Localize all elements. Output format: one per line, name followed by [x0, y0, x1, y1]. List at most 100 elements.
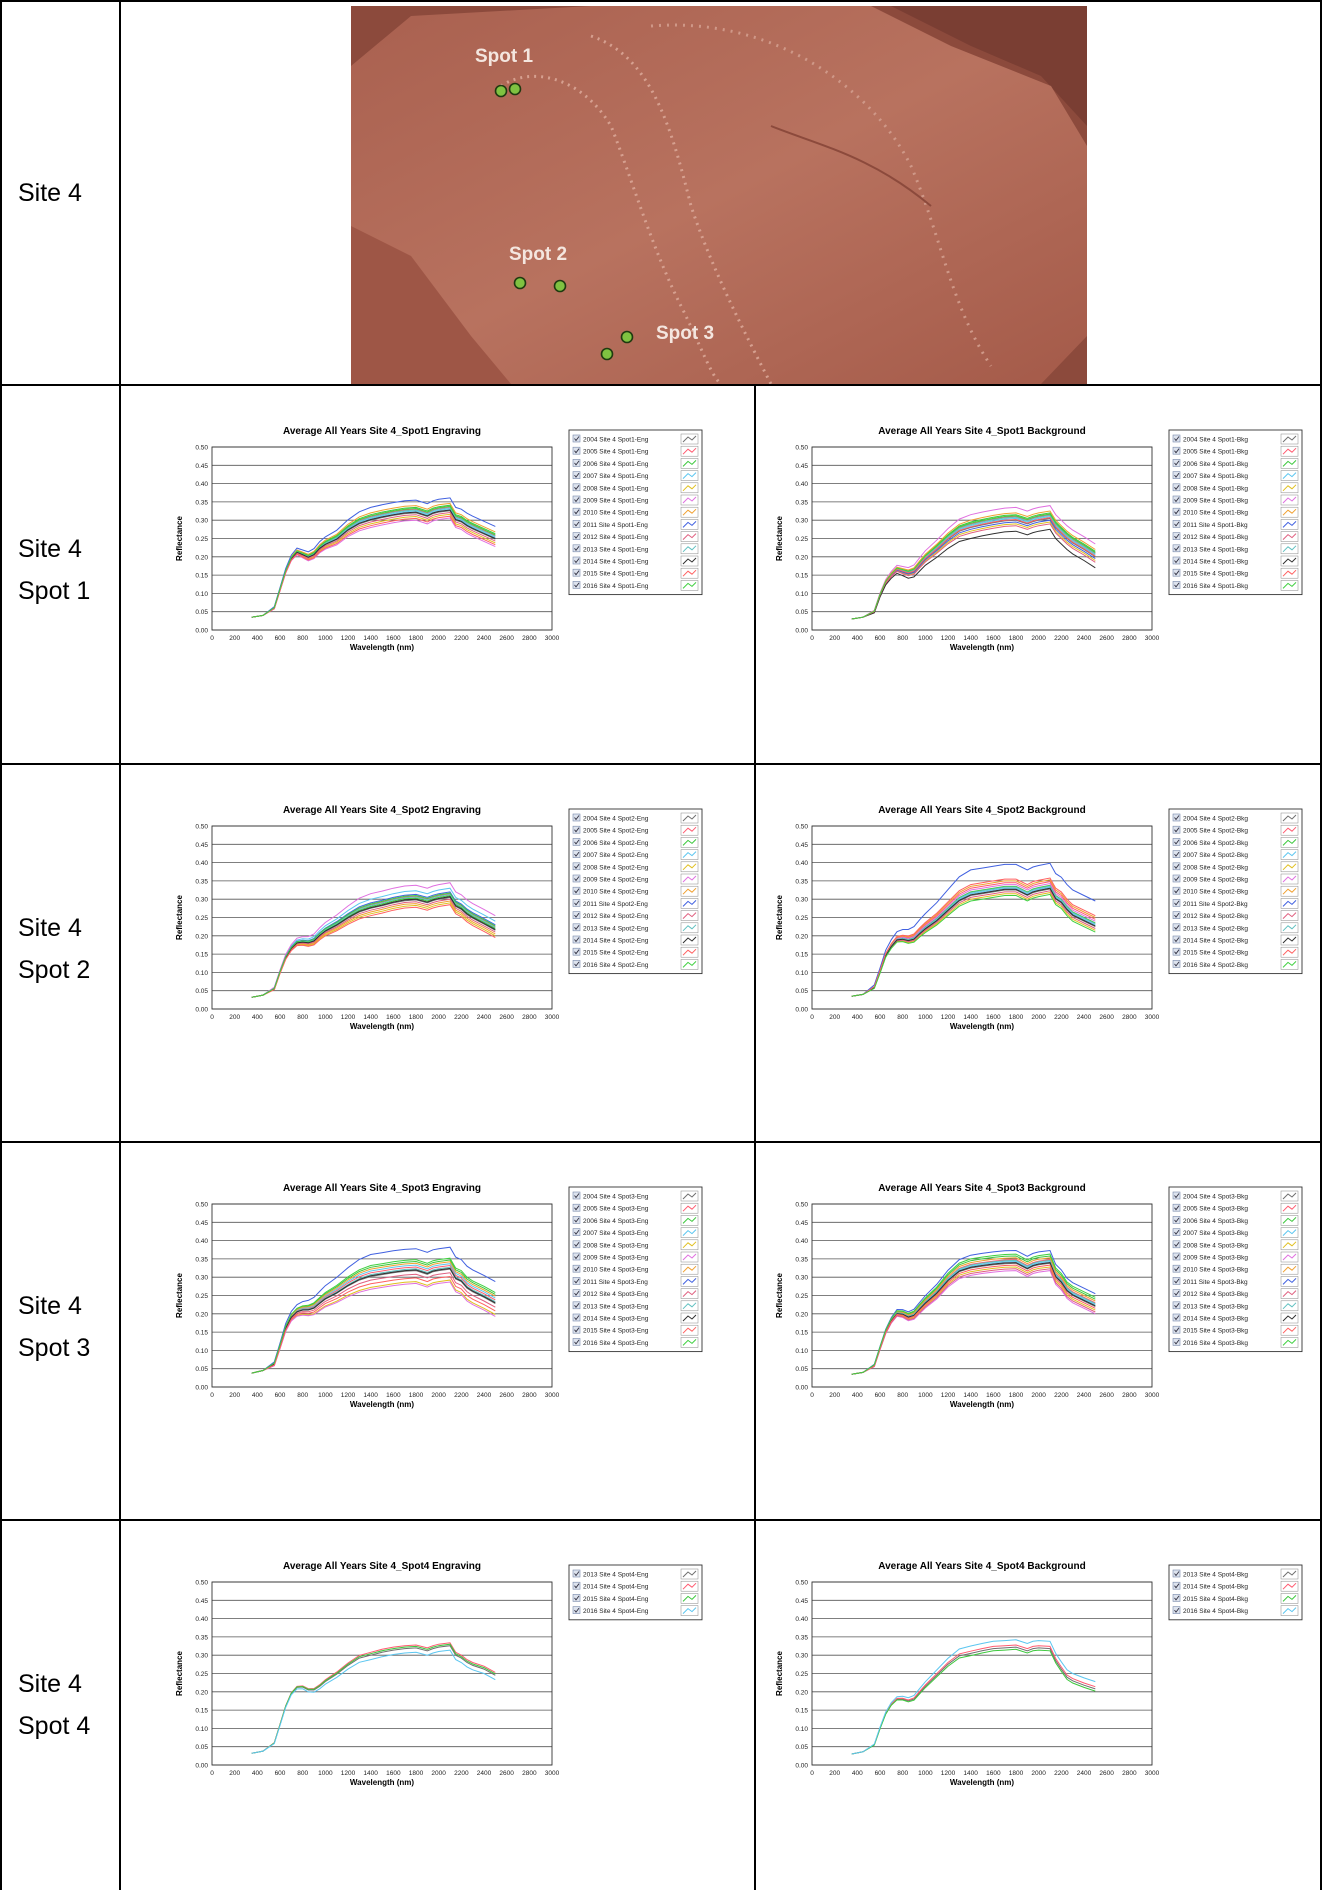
- legend-entry-label: 2016 Site 4 Spot2-Eng: [583, 962, 649, 969]
- legend-entry-label: 2012 Site 4 Spot3-Bkg: [1183, 1291, 1248, 1298]
- legend-checkbox: [1172, 825, 1181, 834]
- legend-entry-label: 2012 Site 4 Spot2-Eng: [583, 913, 649, 920]
- x-tick-label: 2000: [1031, 1392, 1046, 1399]
- y-tick-label: 0.35: [195, 499, 208, 506]
- x-tick-label: 1000: [918, 1392, 933, 1399]
- y-tick-label: 0.15: [795, 573, 808, 580]
- legend-swatch-line: [1282, 533, 1297, 540]
- legend-swatch-box: [1280, 494, 1299, 506]
- x-tick-label: 3000: [545, 1770, 560, 1777]
- legend-swatch-line: [1282, 435, 1297, 443]
- x-tick-label: 2600: [499, 1014, 514, 1021]
- chart-svg: Average All Years Site 4_Spot3 Backgroun…: [775, 1183, 1303, 1409]
- legend-checkbox: [572, 923, 581, 932]
- legend-check-icon: [1174, 961, 1180, 967]
- legend-swatch-line: [1282, 1204, 1297, 1212]
- legend-swatch-line: [1282, 887, 1297, 895]
- legend-check-icon: [1174, 436, 1180, 442]
- legend-entry-label: 2012 Site 4 Spot3-Eng: [583, 1291, 649, 1298]
- y-tick-label: 0.25: [795, 915, 808, 922]
- row-label-line: Site 4: [18, 179, 82, 207]
- legend-swatch-line: [1282, 1339, 1297, 1346]
- legend-check-icon: [1174, 1229, 1180, 1235]
- legend-swatch-box: [680, 458, 699, 469]
- legend-check-icon: [574, 1205, 580, 1211]
- legend-swatch-box: [1280, 849, 1299, 860]
- legend-swatch-box: [680, 543, 699, 555]
- x-tick-label: 1400: [963, 1014, 978, 1021]
- legend-check-icon: [1174, 888, 1180, 894]
- legend-checkbox: [572, 850, 581, 858]
- series-line: [851, 1262, 1096, 1375]
- legend-entry-label: 2012 Site 4 Spot2-Bkg: [1183, 913, 1248, 920]
- legend-swatch-line: [682, 875, 697, 883]
- table-border-top: [0, 0, 1322, 2]
- legend-checkbox: [572, 507, 581, 516]
- chart-spot2-engraving: Average All Years Site 4_Spot2 Engraving…: [160, 799, 755, 1044]
- legend-check-icon: [574, 839, 580, 845]
- chart-title: Average All Years Site 4_Spot2 Backgroun…: [878, 805, 1086, 816]
- x-tick-label: 1400: [963, 1392, 978, 1399]
- legend-swatch-box: [680, 506, 699, 518]
- legend-swatch-line: [682, 484, 697, 492]
- x-tick-label: 1600: [386, 1392, 401, 1399]
- legend-swatch-box: [1280, 922, 1299, 934]
- series-line: [851, 877, 1096, 997]
- x-tick-label: 2400: [477, 1770, 492, 1777]
- x-tick-label: 1800: [409, 1770, 424, 1777]
- y-tick-label: 0.00: [795, 1385, 808, 1392]
- table-divider-4: [0, 1519, 1322, 1521]
- chart-spot3-background: Average All Years Site 4_Spot3 Backgroun…: [760, 1177, 1322, 1422]
- legend-swatch-box: [1280, 873, 1299, 885]
- y-axis-label: Reflectance: [175, 516, 184, 561]
- legend-swatch-box: [680, 837, 699, 848]
- y-tick-label: 0.40: [795, 481, 808, 488]
- x-tick-label: 800: [297, 1014, 308, 1021]
- legend-swatch-box: [680, 1580, 699, 1592]
- x-tick-label: 2600: [499, 635, 514, 642]
- x-tick-label: 2400: [1077, 635, 1092, 642]
- x-tick-label: 600: [875, 635, 886, 642]
- legend-swatch-box: [680, 812, 699, 824]
- legend-entry-label: 2007 Site 4 Spot2-Bkg: [1183, 852, 1248, 859]
- row-label-line: Spot 4: [18, 1712, 91, 1740]
- x-axis-label: Wavelength (nm): [350, 1778, 414, 1787]
- legend-swatch-line: [1282, 472, 1297, 479]
- legend-swatch-line: [682, 521, 697, 528]
- legend-check-icon: [574, 1571, 580, 1577]
- legend-swatch-line: [682, 814, 697, 822]
- legend-swatch-line: [1282, 912, 1297, 919]
- series-line: [851, 513, 1096, 620]
- legend-check-icon: [1174, 1339, 1180, 1345]
- legend-check-icon: [1174, 1217, 1180, 1223]
- x-tick-label: 400: [252, 1770, 263, 1777]
- legend-swatch-box: [1280, 959, 1299, 970]
- legend-check-icon: [1174, 448, 1180, 454]
- chart-title: Average All Years Site 4_Spot2 Engraving: [283, 805, 481, 816]
- y-tick-label: 0.30: [795, 518, 808, 525]
- legend-check-icon: [574, 1266, 580, 1272]
- legend-checkbox: [572, 899, 581, 907]
- y-tick-label: 0.30: [795, 897, 808, 904]
- legend-checkbox: [572, 825, 581, 834]
- legend-entry-label: 2007 Site 4 Spot1-Eng: [583, 473, 649, 480]
- legend-check-icon: [574, 521, 580, 527]
- legend-check-icon: [1174, 521, 1180, 527]
- legend-checkbox: [572, 862, 581, 871]
- legend-swatch-box: [680, 1324, 699, 1336]
- legend-checkbox: [1172, 1289, 1181, 1297]
- legend-check-icon: [1174, 497, 1180, 503]
- legend-entry-label: 2009 Site 4 Spot2-Eng: [583, 877, 649, 884]
- x-tick-label: 0: [210, 1014, 214, 1021]
- legend-swatch-line: [1282, 948, 1297, 956]
- legend-swatch-line: [1282, 863, 1297, 871]
- legend-checkbox: [1172, 935, 1181, 944]
- chart-title: Average All Years Site 4_Spot4 Engraving: [283, 1561, 481, 1572]
- legend-swatch-line: [1282, 875, 1297, 883]
- legend-check-icon: [1174, 912, 1180, 918]
- x-tick-label: 800: [297, 1770, 308, 1777]
- legend-swatch-line: [1282, 1290, 1297, 1297]
- y-tick-label: 0.25: [795, 1293, 808, 1300]
- legend-entry-label: 2010 Site 4 Spot3-Bkg: [1183, 1267, 1248, 1274]
- engraving-outline-2: [590, 34, 773, 385]
